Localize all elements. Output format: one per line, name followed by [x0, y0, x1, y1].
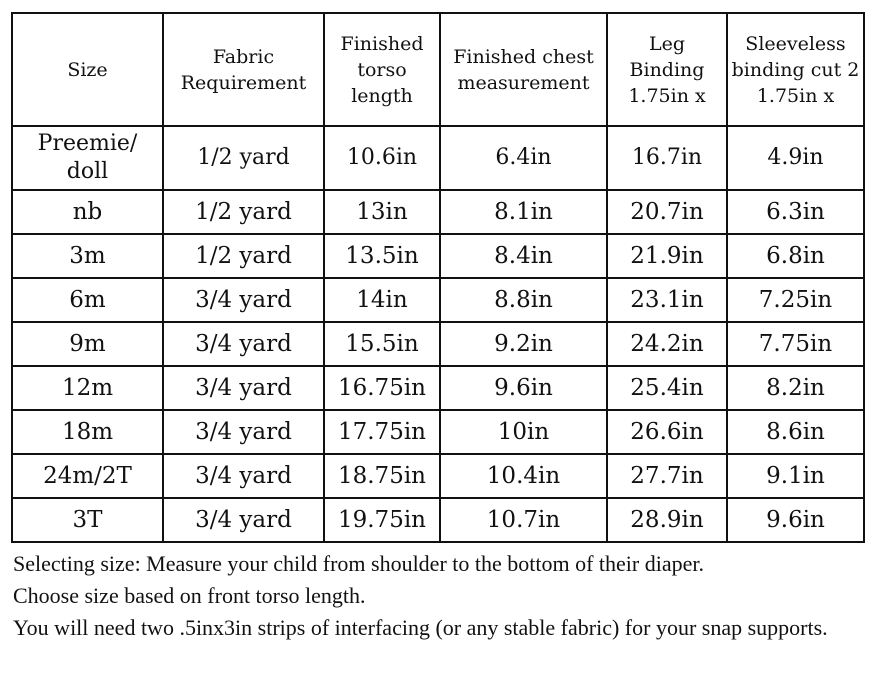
header-torso-length: Finished torso length: [323, 12, 441, 127]
cell-chest: 8.1in: [439, 189, 608, 235]
table-row: nb 1/2 yard 13in 8.1in 20.7in 6.3in: [11, 189, 865, 235]
cell-fabric: 1/2 yard: [162, 233, 325, 279]
cell-torso: 10.6in: [323, 125, 441, 191]
note-selecting-size: Selecting size: Measure your child from …: [13, 551, 704, 576]
cell-size: 18m: [11, 409, 164, 455]
cell-torso: 13in: [323, 189, 441, 235]
size-chart: Size Fabric Requirement Finished torso l…: [11, 12, 865, 543]
cell-size: 12m: [11, 365, 164, 411]
cell-fabric: 3/4 yard: [162, 321, 325, 367]
cell-sleeveless-binding: 7.25in: [726, 277, 865, 323]
cell-sleeveless-binding: 9.1in: [726, 453, 865, 499]
cell-leg-binding: 20.7in: [606, 189, 728, 235]
table-row: 6m 3/4 yard 14in 8.8in 23.1in 7.25in: [11, 277, 865, 323]
cell-torso: 15.5in: [323, 321, 441, 367]
note-choose-size: Choose size based on front torso length.: [13, 583, 366, 608]
cell-sleeveless-binding: 8.6in: [726, 409, 865, 455]
cell-chest: 9.2in: [439, 321, 608, 367]
header-fabric-requirement: Fabric Requirement: [162, 12, 325, 127]
cell-torso: 16.75in: [323, 365, 441, 411]
cell-sleeveless-binding: 6.3in: [726, 189, 865, 235]
cell-leg-binding: 26.6in: [606, 409, 728, 455]
cell-fabric: 3/4 yard: [162, 409, 325, 455]
cell-chest: 8.8in: [439, 277, 608, 323]
cell-fabric: 3/4 yard: [162, 277, 325, 323]
cell-leg-binding: 21.9in: [606, 233, 728, 279]
cell-chest: 10in: [439, 409, 608, 455]
cell-torso: 13.5in: [323, 233, 441, 279]
table-row: 24m/2T 3/4 yard 18.75in 10.4in 27.7in 9.1in: [11, 453, 865, 499]
table-body: Preemie/ doll 1/2 yard 10.6in 6.4in 16.7in 4.…: [11, 125, 865, 543]
size-table: Size Fabric Requirement Finished torso l…: [11, 12, 865, 543]
cell-sleeveless-binding: 6.8in: [726, 233, 865, 279]
cell-chest: 10.7in: [439, 497, 608, 543]
cell-chest: 9.6in: [439, 365, 608, 411]
table-row: 18m 3/4 yard 17.75in 10in 26.6in 8.6in: [11, 409, 865, 455]
cell-torso: 14in: [323, 277, 441, 323]
cell-fabric: 3/4 yard: [162, 365, 325, 411]
notes: Selecting size: Measure your child from …: [13, 548, 873, 644]
header-row: Size Fabric Requirement Finished torso l…: [11, 12, 865, 127]
cell-leg-binding: 24.2in: [606, 321, 728, 367]
header-sleeveless-binding: Sleeveless binding cut 2 1.75in x: [726, 12, 865, 127]
cell-leg-binding: 16.7in: [606, 125, 728, 191]
cell-size: 9m: [11, 321, 164, 367]
cell-sleeveless-binding: 4.9in: [726, 125, 865, 191]
cell-chest: 6.4in: [439, 125, 608, 191]
cell-torso: 18.75in: [323, 453, 441, 499]
header-leg-binding: Leg Binding 1.75in x: [606, 12, 728, 127]
header-size: Size: [11, 12, 164, 127]
cell-sleeveless-binding: 9.6in: [726, 497, 865, 543]
cell-sleeveless-binding: 7.75in: [726, 321, 865, 367]
header-chest-measurement: Finished chest measurement: [439, 12, 608, 127]
cell-leg-binding: 23.1in: [606, 277, 728, 323]
cell-leg-binding: 25.4in: [606, 365, 728, 411]
cell-size: 3m: [11, 233, 164, 279]
cell-size: 24m/2T: [11, 453, 164, 499]
note-interfacing: You will need two .5inx3in strips of int…: [13, 615, 828, 640]
cell-size: 6m: [11, 277, 164, 323]
table-row: Preemie/ doll 1/2 yard 10.6in 6.4in 16.7in 4.…: [11, 125, 865, 191]
table-row: 3T 3/4 yard 19.75in 10.7in 28.9in 9.6in: [11, 497, 865, 543]
cell-fabric: 3/4 yard: [162, 497, 325, 543]
cell-size: Preemie/ doll: [11, 125, 164, 191]
cell-size: nb: [11, 189, 164, 235]
table-row: 9m 3/4 yard 15.5in 9.2in 24.2in 7.75in: [11, 321, 865, 367]
cell-leg-binding: 28.9in: [606, 497, 728, 543]
cell-size: 3T: [11, 497, 164, 543]
cell-fabric: 3/4 yard: [162, 453, 325, 499]
cell-sleeveless-binding: 8.2in: [726, 365, 865, 411]
cell-leg-binding: 27.7in: [606, 453, 728, 499]
cell-chest: 8.4in: [439, 233, 608, 279]
cell-fabric: 1/2 yard: [162, 125, 325, 191]
cell-fabric: 1/2 yard: [162, 189, 325, 235]
cell-torso: 19.75in: [323, 497, 441, 543]
cell-chest: 10.4in: [439, 453, 608, 499]
table-row: 12m 3/4 yard 16.75in 9.6in 25.4in 8.2in: [11, 365, 865, 411]
table-row: 3m 1/2 yard 13.5in 8.4in 21.9in 6.8in: [11, 233, 865, 279]
cell-torso: 17.75in: [323, 409, 441, 455]
